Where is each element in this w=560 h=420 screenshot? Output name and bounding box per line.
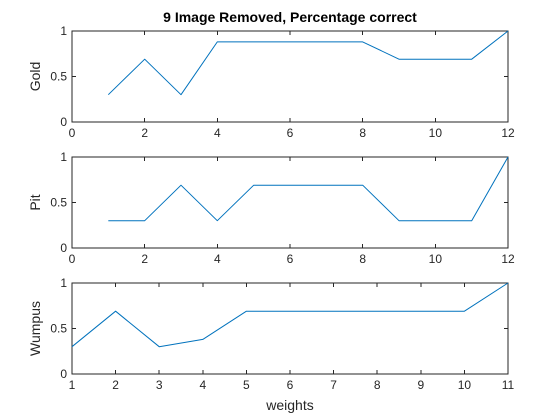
x-tick-label-wumpus: 7 [330,378,337,392]
y-tick-label-gold: 1 [60,24,67,38]
x-tick-label-wumpus: 11 [502,378,515,392]
y-axis-label-pit: Pit [27,194,43,210]
x-tick-label-pit: 10 [429,252,443,266]
x-tick-label-wumpus: 5 [243,378,250,392]
axes-box-gold [71,30,509,123]
x-tick-label-gold: 8 [359,126,366,140]
axes-box-wumpus [71,282,509,375]
x-tick-label-gold: 0 [69,126,76,140]
x-tick-label-gold: 6 [287,126,294,140]
x-tick-label-wumpus: 10 [458,378,472,392]
x-tick-label-wumpus: 3 [156,378,163,392]
subplot-gold: 0 2 4 6 8 10 12 0 0.5 1 Gold [27,24,515,140]
x-tick-label-pit: 2 [141,252,148,266]
x-tick-label-wumpus: 4 [199,378,206,392]
y-tick-label-pit: 0 [60,241,67,255]
y-axis-label-wumpus: Wumpus [27,301,43,356]
x-tick-label-pit: 4 [214,252,221,266]
y-tick-label-wumpus: 0 [60,367,67,381]
x-tick-label-wumpus: 9 [417,378,424,392]
x-tick-label-gold: 10 [429,126,443,140]
x-tick-label-pit: 0 [69,252,76,266]
y-tick-label-gold: 0 [60,115,67,129]
x-tick-label-pit: 8 [359,252,366,266]
y-tick-label-wumpus: 1 [60,276,67,290]
x-tick-label-gold: 4 [214,126,221,140]
x-tick-label-pit: 12 [501,252,515,266]
x-tick-label-gold: 12 [501,126,515,140]
x-tick-label-wumpus: 1 [69,378,76,392]
x-tick-label-wumpus: 8 [374,378,381,392]
subplot-wumpus: 1 2 3 4 5 6 7 8 9 10 11 0 0.5 1 Wumpus weights [27,276,515,413]
series-line-pit [108,156,509,222]
x-tick-label-wumpus: 2 [112,378,119,392]
subplot-pit: 0 2 4 6 8 10 12 0 0.5 1 Pit [27,150,515,266]
series-line-gold [107,30,509,96]
y-axis-label-gold: Gold [27,62,43,92]
figure-title: 9 Image Removed, Percentage correct [163,9,417,25]
y-tick-label-pit: 0.5 [50,196,67,210]
y-tick-label-gold: 0.5 [50,70,67,84]
x-axis-label-wumpus: weights [265,397,313,413]
x-tick-label-gold: 2 [141,126,148,140]
axes-box-pit [71,156,509,249]
y-tick-label-wumpus: 0.5 [50,322,67,336]
y-tick-label-pit: 1 [60,150,67,164]
x-tick-label-pit: 6 [287,252,294,266]
series-line-wumpus [71,282,509,348]
x-tick-label-wumpus: 6 [287,378,294,392]
